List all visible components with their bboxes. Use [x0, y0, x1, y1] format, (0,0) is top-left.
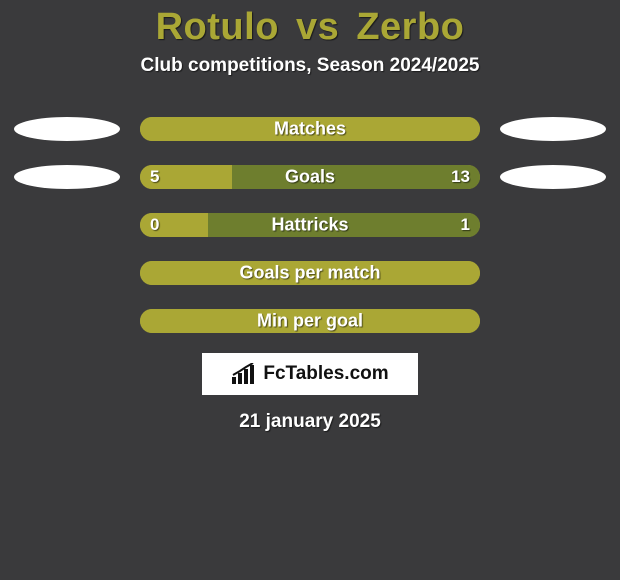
- stat-bar: Goals per match: [140, 261, 480, 285]
- stat-bar: Matches: [140, 117, 480, 141]
- player2-name: Zerbo: [356, 6, 464, 48]
- ellipse-slot-left: [14, 213, 120, 237]
- stat-row: Goals per match: [0, 261, 620, 285]
- logo-text: FcTables.com: [263, 363, 388, 385]
- ellipse-left: [14, 117, 120, 141]
- ellipse-slot-right: [500, 261, 606, 285]
- date-text: 21 january 2025: [0, 411, 620, 433]
- stat-row: 01Hattricks: [0, 213, 620, 237]
- stat-bar: 513Goals: [140, 165, 480, 189]
- ellipse-slot-left: [14, 309, 120, 333]
- ellipse-right: [500, 165, 606, 189]
- stat-label: Min per goal: [140, 311, 480, 332]
- ellipse-left: [14, 165, 120, 189]
- player1-name: Rotulo: [156, 6, 279, 48]
- vs-text: vs: [296, 6, 339, 48]
- stat-bar: 01Hattricks: [140, 213, 480, 237]
- stat-bar: Min per goal: [140, 309, 480, 333]
- stat-label: Hattricks: [140, 215, 480, 236]
- stat-row: 513Goals: [0, 165, 620, 189]
- stat-label: Goals per match: [140, 263, 480, 284]
- ellipse-slot-left: [14, 261, 120, 285]
- ellipse-slot-right: [500, 117, 606, 141]
- stat-row: Matches: [0, 117, 620, 141]
- subtitle: Club competitions, Season 2024/2025: [0, 55, 620, 77]
- ellipse-slot-right: [500, 213, 606, 237]
- stat-row: Min per goal: [0, 309, 620, 333]
- ellipse-slot-right: [500, 309, 606, 333]
- stat-label: Goals: [140, 167, 480, 188]
- stats-container: Matches 513Goals 01Hattricks Goals per matc…: [0, 117, 620, 333]
- ellipse-slot-left: [14, 165, 120, 189]
- ellipse-slot-left: [14, 117, 120, 141]
- comparison-card: Rotulo vs Zerbo Club competitions, Seaso…: [0, 0, 620, 580]
- ellipse-right: [500, 117, 606, 141]
- stat-label: Matches: [140, 119, 480, 140]
- ellipse-slot-right: [500, 165, 606, 189]
- logo-box: FcTables.com: [202, 353, 418, 395]
- chart-icon: [231, 363, 257, 385]
- page-title: Rotulo vs Zerbo: [0, 0, 620, 49]
